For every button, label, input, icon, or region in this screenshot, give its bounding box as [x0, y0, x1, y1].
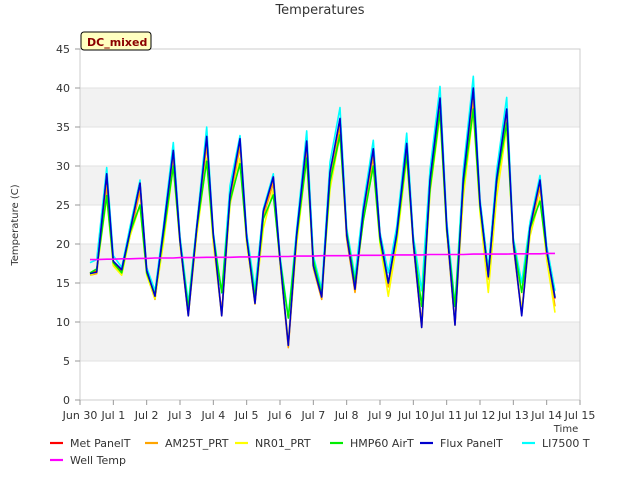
x-tick-label: Jul 3 — [167, 409, 192, 422]
x-tick-label: Jul 8 — [334, 409, 359, 422]
x-tick-label: Jul 7 — [300, 409, 325, 422]
grid-band — [80, 49, 580, 88]
site-badge-box — [80, 31, 152, 51]
legend-item: Flux PanelT — [420, 437, 503, 450]
series-line-well-temp — [90, 252, 555, 261]
y-tick-label: 10 — [56, 316, 70, 329]
x-axis-ticks: Jun 30 Jul 1 Jul 2 Jul 3 Jul 4 Jul 5 Jul 6 Jul … — [62, 400, 596, 422]
x-tick-label: Jul 10 — [397, 409, 429, 422]
x-tick-label: Jul 1 — [100, 409, 125, 422]
legend-label: Well Temp — [70, 454, 126, 467]
y-tick-label: 35 — [56, 121, 70, 134]
x-tick-label: Jul 13 — [497, 409, 529, 422]
y-tick-label: 20 — [56, 238, 70, 251]
legend-label: Met PanelT — [70, 437, 131, 450]
y-tick-label: 0 — [63, 394, 70, 407]
x-tick-label: Jul 14 — [530, 409, 562, 422]
series-line-flux-panelt — [89, 87, 556, 347]
plot-area — [79, 48, 581, 401]
legend-label: NR01_PRT — [255, 437, 311, 450]
chart-title: Temperatures — [274, 3, 364, 18]
x-tick-label: Jul 2 — [134, 409, 159, 422]
grid-band — [80, 88, 580, 127]
grid-band — [80, 283, 580, 322]
y-axis-ticks: 0 5 10 15 20 25 30 35 40 45 — [56, 43, 80, 407]
legend-label: HMP60 AirT — [350, 437, 414, 450]
x-tick-label: Jul 15 — [564, 409, 596, 422]
x-tick-label: Jul 6 — [267, 409, 292, 422]
legend-label: Flux PanelT — [440, 437, 503, 450]
site-badge-label: DC_mixed — [87, 36, 147, 49]
legend-item: LI7500 T — [522, 437, 590, 450]
legend: Met PanelT AM25T_PRT NR01_PRT HMP60 AirT Flu… — [50, 437, 590, 467]
y-tick-label: 15 — [56, 277, 70, 290]
plot-background-bands — [80, 48, 580, 401]
legend-item: HMP60 AirT — [330, 437, 414, 450]
x-axis-label: Time — [553, 424, 578, 435]
x-tick-label: Jul 5 — [234, 409, 259, 422]
x-tick-label: Jul 11 — [430, 409, 462, 422]
x-tick-label: Jul 12 — [464, 409, 496, 422]
y-tick-label: 40 — [56, 82, 70, 95]
legend-item: NR01_PRT — [235, 437, 311, 450]
y-tick-label: 5 — [63, 355, 70, 368]
legend-item: Met PanelT — [50, 437, 131, 450]
y-tick-label: 25 — [56, 199, 70, 212]
grid-band — [80, 244, 580, 283]
y-tick-label: 30 — [56, 160, 70, 173]
y-axis-label: Temperature (C) — [10, 184, 21, 266]
grid-band — [80, 361, 580, 400]
x-tick-label: Jul 4 — [200, 409, 225, 422]
legend-label: LI7500 T — [542, 437, 590, 450]
legend-item: Well Temp — [50, 454, 126, 467]
x-tick-label: Jul 9 — [367, 409, 392, 422]
legend-item: AM25T_PRT — [145, 437, 229, 450]
legend-label: AM25T_PRT — [165, 437, 229, 450]
grid-band — [80, 205, 580, 244]
x-tick-label: Jun 30 — [62, 409, 98, 422]
y-tick-label: 45 — [56, 43, 70, 56]
grid-band — [80, 322, 580, 361]
site-badge: DC_mixed — [80, 31, 152, 51]
series-lines — [89, 75, 556, 349]
